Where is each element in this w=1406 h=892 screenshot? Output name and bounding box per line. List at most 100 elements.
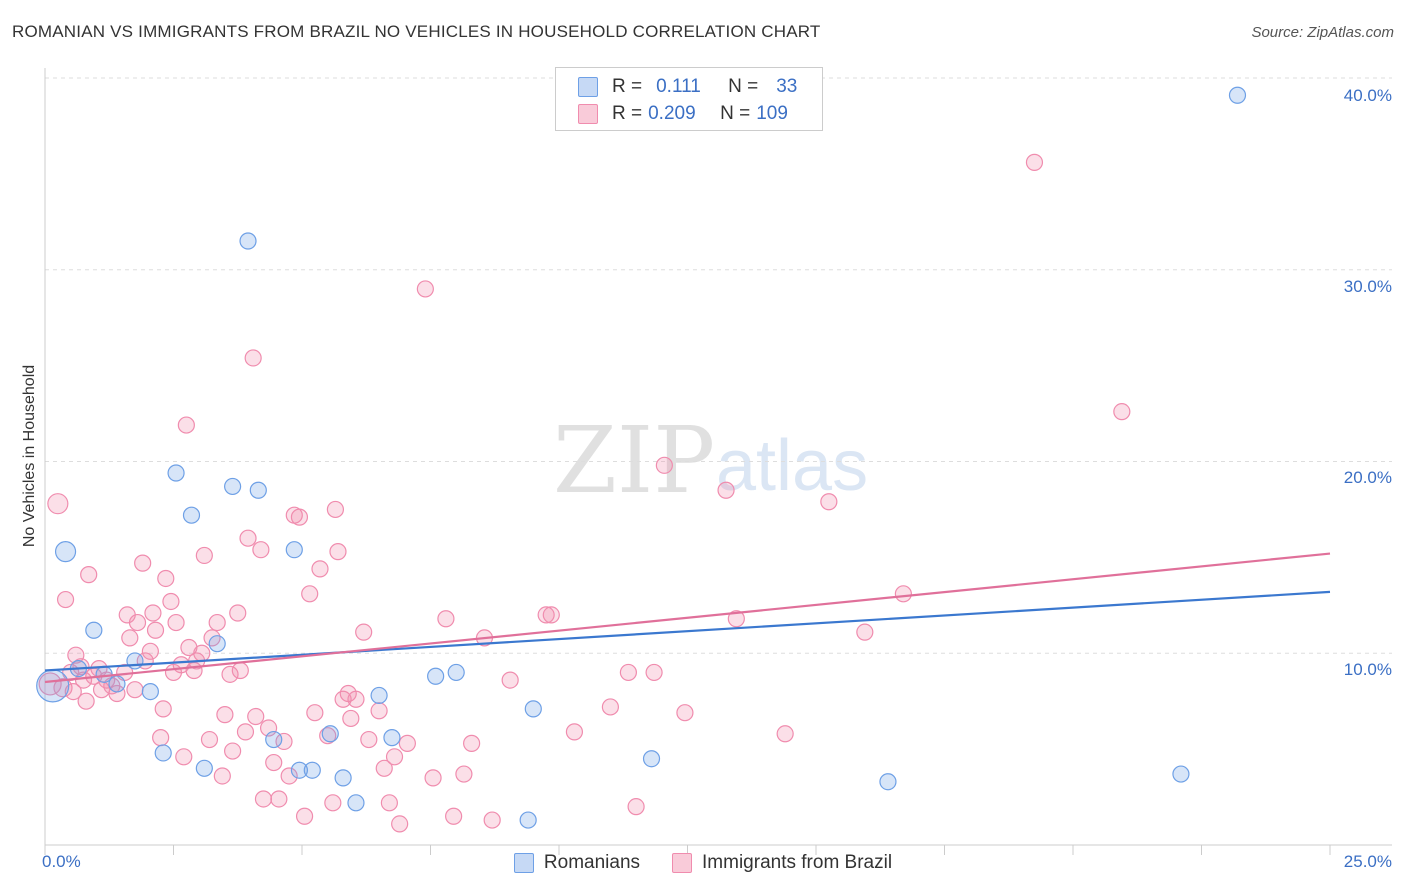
data-point xyxy=(445,807,463,825)
watermark-atlas: atlas xyxy=(716,426,868,506)
data-point xyxy=(244,349,262,367)
legend-swatch-romanians xyxy=(513,853,534,873)
data-point xyxy=(370,702,388,720)
data-point xyxy=(224,742,242,760)
legend-swatch-blue xyxy=(578,77,598,97)
data-point xyxy=(146,621,165,639)
data-point xyxy=(727,610,745,628)
data-point xyxy=(231,661,249,680)
legend-row-romanians: R = 0.111 N = 33 xyxy=(578,75,797,99)
data-point xyxy=(265,753,283,772)
legend-n-label: N = xyxy=(728,76,759,97)
data-point xyxy=(141,682,159,701)
data-point xyxy=(270,790,288,808)
data-point xyxy=(77,692,95,710)
trend-line xyxy=(44,552,1331,684)
data-point xyxy=(398,734,416,752)
data-point xyxy=(285,541,303,559)
data-point xyxy=(776,725,794,743)
data-points xyxy=(36,86,1247,833)
data-point xyxy=(36,669,70,703)
data-point xyxy=(247,707,265,726)
data-point xyxy=(290,508,309,526)
data-point xyxy=(128,613,147,632)
legend-n-value: 109 xyxy=(756,103,788,124)
data-point xyxy=(162,592,180,611)
data-point xyxy=(619,663,637,682)
data-point xyxy=(229,604,247,622)
data-point xyxy=(380,794,398,812)
legend-r-label: R = xyxy=(612,103,643,124)
data-point xyxy=(121,629,139,647)
data-point xyxy=(627,798,645,816)
data-point xyxy=(483,811,501,829)
data-point xyxy=(80,566,98,584)
data-point xyxy=(1228,86,1247,104)
data-point xyxy=(655,456,673,474)
data-point xyxy=(141,642,159,660)
data-point xyxy=(249,481,267,499)
data-point xyxy=(64,682,82,701)
legend-r-value: 0.209 xyxy=(648,103,696,124)
data-point xyxy=(856,623,874,641)
y-tick-30: 30.0% xyxy=(1343,277,1392,296)
legend-item-brazil: Immigrants from Brazil xyxy=(672,852,892,874)
data-point xyxy=(108,684,126,703)
legend-swatch-pink xyxy=(578,104,598,124)
data-point xyxy=(56,590,75,609)
data-point xyxy=(167,613,185,632)
data-point xyxy=(126,681,144,699)
trend-lines xyxy=(44,552,1331,684)
data-point xyxy=(177,416,195,434)
data-point xyxy=(301,585,319,603)
data-point xyxy=(221,665,239,683)
source-label: Source: ZipAtlas.com xyxy=(1251,24,1394,41)
data-point xyxy=(208,635,226,653)
data-point xyxy=(355,623,373,641)
data-point xyxy=(820,493,838,511)
data-point xyxy=(157,569,175,588)
series-legend: Romanians Immigrants from Brazil xyxy=(0,852,1406,874)
data-point xyxy=(303,761,321,779)
data-point xyxy=(254,790,273,808)
data-point xyxy=(265,730,283,749)
data-point xyxy=(370,686,388,705)
data-point xyxy=(1172,765,1190,783)
data-point xyxy=(879,773,897,791)
chart-title: ROMANIAN VS IMMIGRANTS FROM BRAZIL NO VE… xyxy=(12,22,821,41)
data-point xyxy=(334,769,352,787)
data-point xyxy=(424,769,442,787)
y-tick-40: 40.0% xyxy=(1343,86,1392,105)
data-point xyxy=(565,723,584,741)
legend-r-label: R = xyxy=(612,76,643,97)
data-point xyxy=(108,675,126,693)
data-point xyxy=(154,700,172,718)
data-point xyxy=(427,667,445,685)
data-point xyxy=(385,748,404,766)
data-point xyxy=(463,734,481,752)
legend-label-brazil: Immigrants from Brazil xyxy=(702,852,893,873)
data-point xyxy=(72,658,90,676)
data-point xyxy=(126,652,144,670)
legend-n-label: N = xyxy=(720,103,751,124)
watermark: ZIP atlas xyxy=(553,407,868,514)
data-point xyxy=(182,506,201,524)
data-point xyxy=(537,606,555,624)
x-tick-min: 0.0% xyxy=(42,852,81,871)
data-point xyxy=(200,730,219,749)
data-point xyxy=(360,730,378,749)
data-point xyxy=(175,748,193,766)
data-point xyxy=(319,727,337,745)
data-point xyxy=(1113,403,1131,421)
data-point xyxy=(324,794,342,812)
data-point xyxy=(676,704,694,722)
data-point xyxy=(208,613,226,632)
data-point xyxy=(85,621,103,639)
legend-n-value: 33 xyxy=(776,76,798,97)
data-point xyxy=(290,761,309,779)
data-point xyxy=(252,541,270,559)
data-point xyxy=(239,529,257,547)
data-point xyxy=(152,729,170,747)
data-point xyxy=(375,759,393,777)
